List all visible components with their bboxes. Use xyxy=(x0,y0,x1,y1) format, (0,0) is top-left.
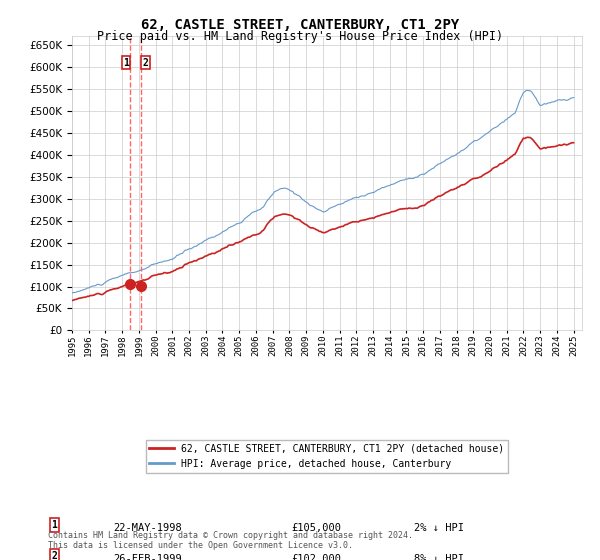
Text: Price paid vs. HM Land Registry's House Price Index (HPI): Price paid vs. HM Land Registry's House … xyxy=(97,30,503,43)
Text: £102,000: £102,000 xyxy=(291,554,341,560)
Text: 2% ↓ HPI: 2% ↓ HPI xyxy=(414,523,464,533)
Text: 22-MAY-1998: 22-MAY-1998 xyxy=(113,523,182,533)
Text: 8% ↓ HPI: 8% ↓ HPI xyxy=(414,554,464,560)
Text: 2: 2 xyxy=(52,551,58,560)
Text: 1: 1 xyxy=(123,58,129,68)
Text: 2: 2 xyxy=(143,58,149,68)
Text: £105,000: £105,000 xyxy=(291,523,341,533)
Text: 26-FEB-1999: 26-FEB-1999 xyxy=(113,554,182,560)
Text: 1: 1 xyxy=(52,520,58,530)
Legend: 62, CASTLE STREET, CANTERBURY, CT1 2PY (detached house), HPI: Average price, det: 62, CASTLE STREET, CANTERBURY, CT1 2PY (… xyxy=(146,440,508,473)
Text: Contains HM Land Registry data © Crown copyright and database right 2024.
This d: Contains HM Land Registry data © Crown c… xyxy=(48,530,413,550)
Text: 62, CASTLE STREET, CANTERBURY, CT1 2PY: 62, CASTLE STREET, CANTERBURY, CT1 2PY xyxy=(141,18,459,32)
